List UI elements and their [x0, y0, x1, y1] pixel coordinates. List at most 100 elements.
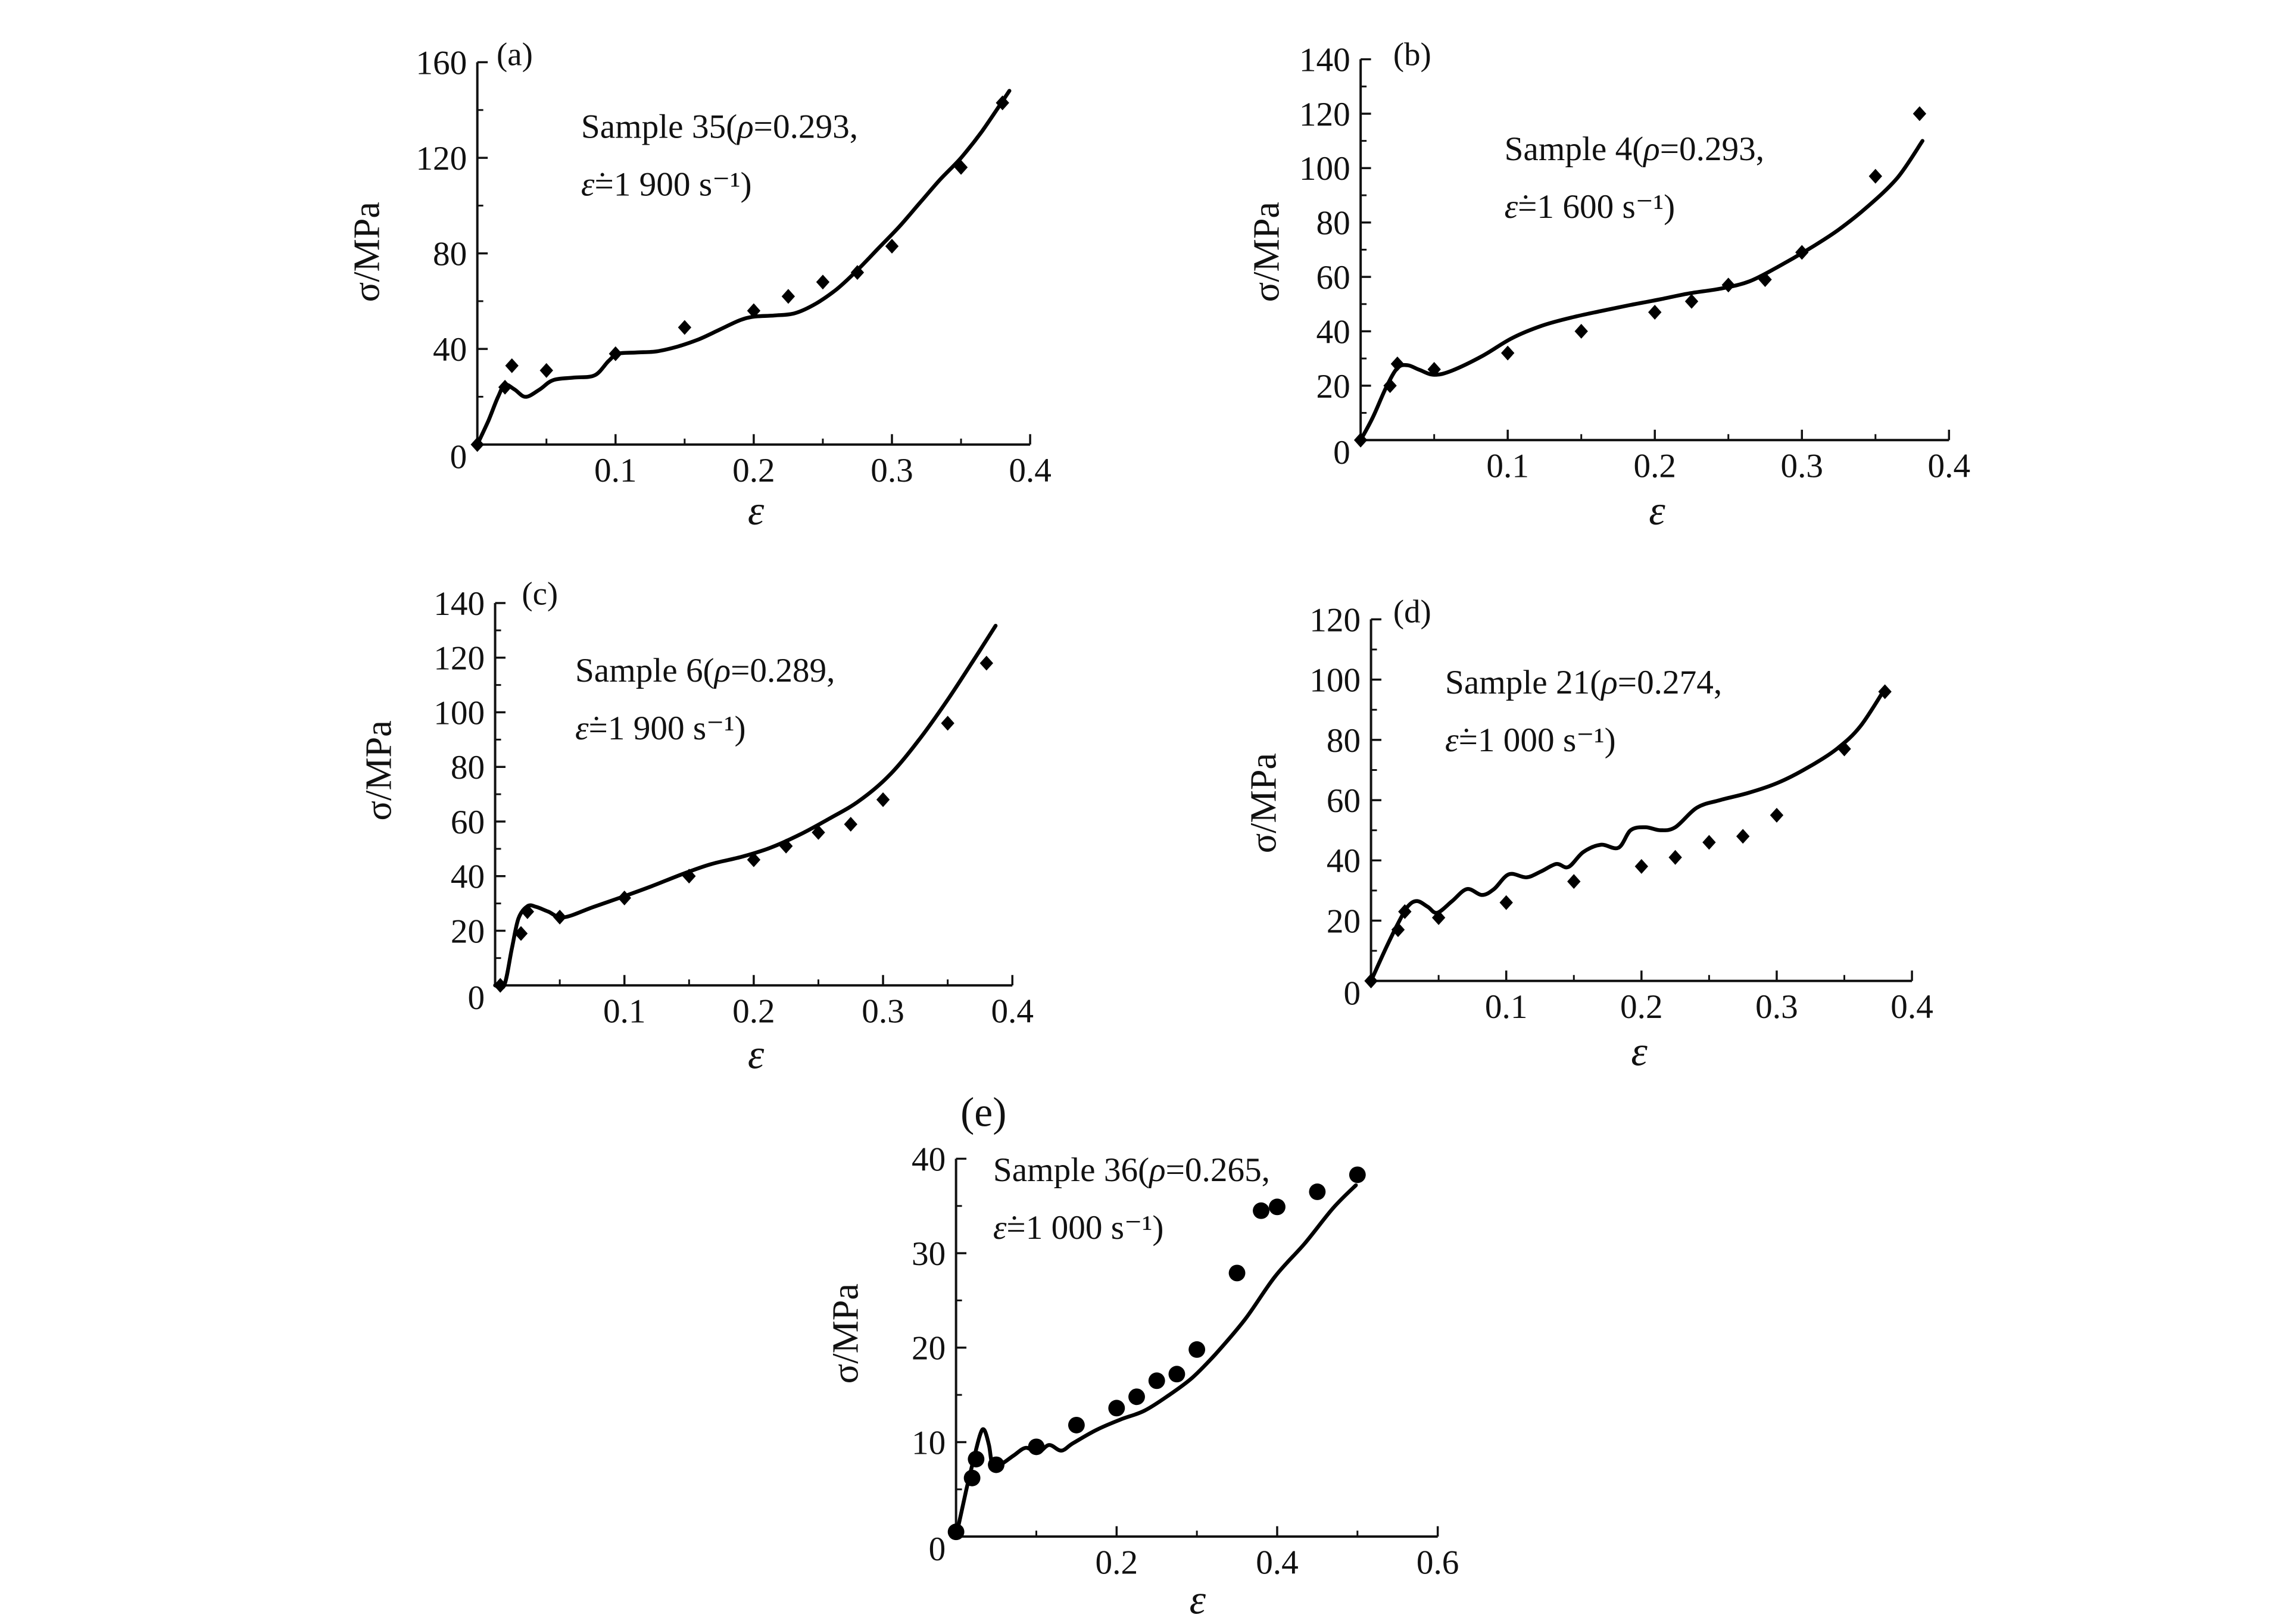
y-tick-label: 40 [912, 1141, 946, 1178]
data-point-circle [1068, 1416, 1085, 1434]
y-tick-label: 40 [1316, 313, 1350, 351]
y-tick-label: 20 [1316, 368, 1350, 405]
y-tick-label: 120 [433, 640, 485, 677]
panel-e: 0 10 20 30 40 0.2 0.4 0.6 (e) Sample 36(ρ=0.265, ε… [826, 1090, 1459, 1623]
x-tick-label: 0.3 [1780, 447, 1823, 485]
y-axis-label: σ/MPa [1247, 202, 1287, 302]
data-point-diamond [1648, 305, 1662, 320]
sample-annotation-line: Sample 21(ρ=0.274, [1445, 664, 1722, 701]
data-point-circle [1349, 1166, 1366, 1183]
data-point-circle [963, 1469, 981, 1486]
panel-label: (d) [1393, 593, 1431, 629]
y-tick-label: 140 [433, 585, 485, 623]
data-point-diamond [941, 716, 954, 731]
sample-annotation-line: Sample 36(ρ=0.265, [993, 1151, 1270, 1189]
data-point-circle [1028, 1438, 1045, 1456]
y-tick-label: 80 [1327, 722, 1361, 760]
data-point-circle [1188, 1341, 1206, 1358]
data-point-diamond [1702, 835, 1716, 850]
data-point-diamond [779, 838, 793, 854]
x-tick-label: 0.1 [1486, 447, 1529, 485]
y-axis-label: σ/MPa [347, 202, 388, 302]
x-tick-label: 0.4 [1256, 1544, 1299, 1581]
panel-label: (a) [497, 36, 533, 73]
data-point-circle [1253, 1202, 1269, 1219]
x-axis-label: ε [1190, 1578, 1206, 1623]
x-axis-label: ε [1631, 1029, 1648, 1075]
y-tick-label: 120 [416, 140, 467, 177]
y-tick-label: 80 [451, 749, 485, 786]
data-point-diamond [1795, 245, 1809, 260]
sample-annotation-line: ε̇=1 000 s⁻¹) [993, 1209, 1164, 1247]
y-tick-label: 10 [912, 1424, 946, 1461]
y-tick-label: 80 [433, 236, 467, 273]
data-point-diamond [844, 817, 857, 832]
panel-label: (e) [960, 1090, 1006, 1136]
data-point-diamond [1868, 168, 1882, 184]
x-tick-label: 0.4 [991, 992, 1034, 1030]
data-point-diamond [1398, 904, 1412, 919]
data-point-circle [988, 1456, 1005, 1473]
data-point-diamond [979, 655, 993, 671]
x-tick-label: 0.4 [1890, 988, 1933, 1026]
panel-label: (b) [1393, 36, 1431, 73]
y-tick-label: 20 [451, 913, 485, 950]
panel-b: 0 20 40 60 80 100 120 140 0.1 0.2 0.3 0.4 (b) Sample … [1247, 36, 1970, 535]
y-tick-label: 100 [433, 694, 485, 732]
y-tick-label: 60 [1316, 259, 1350, 296]
y-tick-label: 120 [1309, 601, 1361, 639]
x-tick-label: 0.4 [1928, 447, 1971, 485]
y-tick-label: 20 [912, 1330, 946, 1367]
data-point-diamond [553, 910, 567, 925]
x-tick-label: 0.6 [1417, 1544, 1459, 1581]
data-point-diamond [1736, 829, 1750, 844]
x-tick-label: 0.2 [732, 452, 775, 489]
sample-annotation-line: Sample 35(ρ=0.293, [581, 108, 858, 145]
data-point-circle [1128, 1388, 1145, 1406]
x-tick-label: 0.1 [603, 992, 646, 1030]
sample-annotation-line: ε̇=1 000 s⁻¹) [1445, 722, 1616, 759]
fitted-curve [1358, 139, 1924, 442]
y-tick-label: 0 [929, 1531, 946, 1568]
y-axis-label: σ/MPa [359, 720, 400, 820]
y-tick-label: 40 [451, 858, 485, 896]
data-point-diamond [1758, 272, 1772, 288]
data-point-circle [1228, 1264, 1246, 1282]
x-tick-label: 0.2 [1633, 447, 1676, 485]
data-point-diamond [954, 160, 968, 175]
data-point-circle [1168, 1366, 1185, 1383]
sample-annotation-line: Sample 4(ρ=0.293, [1505, 130, 1765, 168]
x-tick-label: 0.1 [594, 452, 637, 489]
sample-annotation-line: ε̇=1 600 s⁻¹) [1505, 188, 1676, 226]
data-point-diamond [470, 437, 484, 452]
data-point-diamond [876, 792, 890, 807]
fitted-curve [475, 89, 1012, 446]
y-tick-label: 100 [1309, 662, 1361, 699]
data-point-diamond [1684, 293, 1699, 309]
x-axis-label: ε [748, 488, 765, 534]
y-tick-label: 160 [416, 44, 467, 82]
y-tick-label: 0 [1333, 434, 1350, 471]
data-point-diamond [1721, 277, 1735, 293]
data-point-diamond [539, 363, 553, 378]
fitted-curve [954, 1183, 1358, 1539]
y-tick-label: 60 [1327, 782, 1361, 820]
y-axis-label: σ/MPa [826, 1283, 866, 1383]
y-tick-label: 20 [1327, 902, 1361, 940]
data-point-diamond [1668, 850, 1682, 865]
panel-label: (c) [522, 576, 558, 612]
data-point-circle [1269, 1198, 1286, 1216]
data-point-diamond [1837, 741, 1851, 757]
y-axis-label: σ/MPa [1244, 753, 1284, 853]
data-point-diamond [1353, 432, 1368, 448]
panel-d: 0 20 40 60 80 100 120 0.1 0.2 0.3 0.4 (d) Sample 21(… [1244, 593, 1933, 1075]
sample-annotation-line: ε̇=1 900 s⁻¹) [581, 166, 752, 204]
data-point-diamond [781, 289, 795, 304]
x-tick-label: 0.1 [1485, 988, 1528, 1026]
data-point-diamond [1390, 356, 1405, 371]
data-point-diamond [816, 274, 830, 290]
y-tick-label: 80 [1316, 205, 1350, 242]
data-point-diamond [1431, 910, 1446, 925]
data-point-diamond [1913, 106, 1927, 121]
x-tick-label: 0.2 [1096, 1544, 1138, 1581]
